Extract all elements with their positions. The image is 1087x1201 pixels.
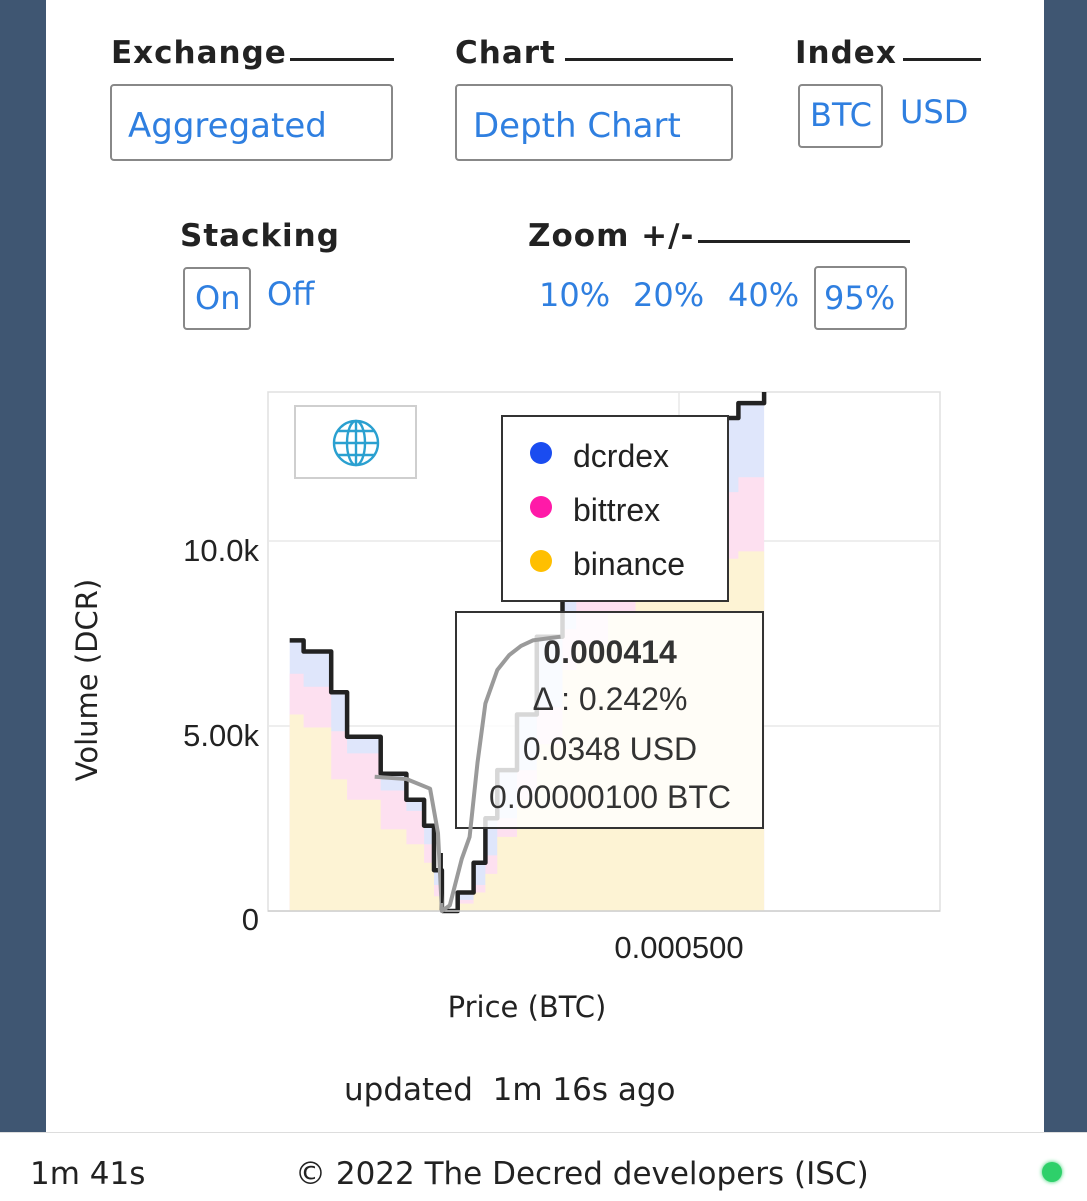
tooltip-price: 0.000414 [543, 634, 677, 670]
tooltip-delta: Δ : 0.242% [533, 681, 688, 717]
legend-label-binance: binance [573, 546, 685, 582]
zoom-option-10[interactable]: 10% [539, 276, 611, 314]
tooltip-btc: 0.00000100 BTC [489, 779, 731, 815]
zoom-option-20[interactable]: 20% [633, 276, 705, 314]
index-option-usd[interactable]: USD [900, 93, 969, 131]
globe-button[interactable] [294, 405, 417, 479]
stacking-option-off[interactable]: Off [267, 275, 315, 313]
updated-value: 1m 16s ago [492, 1072, 676, 1108]
updated-prefix: updated [344, 1072, 473, 1108]
exchange-select-value: Aggregated [128, 106, 327, 146]
stacking-label: Stacking [180, 218, 340, 254]
footer-timer: 1m 41s [30, 1156, 146, 1192]
zoom-option-40[interactable]: 40% [728, 276, 800, 314]
y-tick-label-0: 0 [242, 902, 259, 937]
zoom-option-95[interactable]: 95% [814, 266, 907, 330]
zoom-rule [698, 240, 910, 243]
y-tick-label-5k: 5.00k [183, 718, 259, 753]
updated-status: updated 1m 16s ago [344, 1072, 676, 1108]
connection-status-icon [1042, 1162, 1062, 1182]
index-label: Index [795, 35, 897, 71]
chart-type-rule [565, 58, 733, 61]
y-axis-label: Volume (DCR) [70, 579, 104, 781]
y-tick-label-10k: 10.0k [183, 533, 259, 568]
legend-label-dcrdex: dcrdex [573, 438, 669, 474]
legend-marker-bittrex [530, 496, 552, 518]
legend-label-bittrex: bittrex [573, 492, 660, 528]
hover-overlay [374, 634, 561, 913]
index-rule [903, 58, 981, 61]
exchange-select[interactable]: Aggregated [110, 84, 393, 161]
chart-legend: dcrdex bittrex binance [501, 415, 729, 602]
bids-depth-line [289, 638, 445, 911]
bids-area-binance [289, 714, 442, 911]
chart-type-label: Chart [455, 35, 556, 71]
chart-type-select[interactable]: Depth Chart [455, 84, 733, 161]
x-tick-label-0005: 0.000500 [614, 930, 743, 965]
zoom-label: Zoom +/- [528, 218, 695, 254]
x-axis-label: Price (BTC) [448, 990, 607, 1024]
hover-tooltip: 0.000414 Δ : 0.242% 0.0348 USD 0.0000010… [455, 611, 764, 829]
footer-copyright: © 2022 The Decred developers (ISC) [295, 1156, 869, 1192]
stacking-option-on[interactable]: On [183, 267, 251, 330]
exchange-rule [290, 58, 394, 61]
exchange-label: Exchange [111, 35, 287, 71]
globe-icon [332, 419, 380, 467]
hover-depth-line [374, 634, 561, 913]
tooltip-usd: 0.0348 USD [523, 731, 697, 767]
index-option-btc[interactable]: BTC [798, 84, 883, 148]
chart-type-select-value: Depth Chart [473, 106, 681, 146]
footer: 1m 41s © 2022 The Decred developers (ISC… [0, 1132, 1087, 1201]
depth-chart[interactable]: 0 5.00k 10.0k 0.000500 Price (BTC) Volum… [0, 0, 1087, 1132]
legend-marker-binance [530, 550, 552, 572]
legend-marker-dcrdex [530, 442, 552, 464]
